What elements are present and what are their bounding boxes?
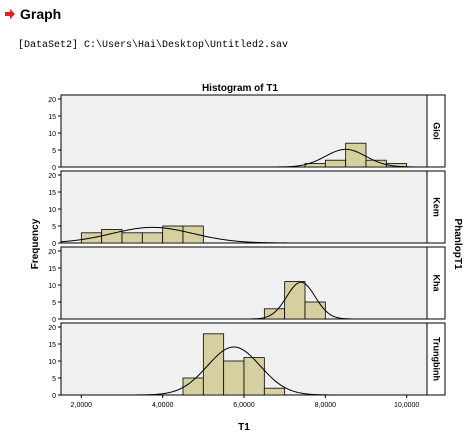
x-tick-label: 4,0000 [152, 402, 174, 409]
panel-background [60, 246, 428, 320]
y-tick-label: 5 [52, 376, 56, 383]
normal-curve [61, 346, 427, 396]
histogram-bar [182, 225, 204, 244]
panel-label: Kem [432, 197, 442, 217]
y-tick-label: 0 [52, 165, 56, 172]
y-tick-label: 10 [48, 359, 56, 366]
panel-strip [426, 246, 446, 320]
panel-kem: Kem 0 5 10 15 20 [48, 170, 446, 248]
histogram-bar [304, 301, 326, 320]
y-tick-label: 10 [48, 283, 56, 290]
histogram-bar [223, 360, 245, 396]
x-tick-label: 6,0000 [233, 402, 255, 409]
x-tick-label: 8,0000 [315, 402, 337, 409]
x-tick-label: 2,0000 [71, 402, 93, 409]
output-title: Graph [20, 6, 62, 22]
chart-title: Histogram of T1 [202, 83, 279, 94]
x-axis-label: T1 [238, 422, 250, 433]
y-tick-label: 0 [52, 241, 56, 248]
y-tick-label: 20 [48, 173, 56, 180]
panels-group: Gioi05101520Kem05101520Kha05101520Trungb… [48, 94, 446, 409]
y-tick-label: 20 [48, 97, 56, 104]
histogram-bar [243, 357, 265, 396]
histogram-bar [324, 159, 347, 168]
panel-strip [426, 94, 446, 168]
y-tick-label: 15 [48, 266, 56, 273]
y-tick-label: 5 [52, 224, 56, 231]
red-arrow-icon [5, 9, 15, 19]
y-axis-label: Frequency [30, 218, 41, 269]
histogram-bar [121, 232, 143, 244]
y-tick-label: 10 [48, 131, 56, 138]
histogram-bar [263, 308, 286, 320]
output-header: Graph [4, 6, 61, 22]
dataset-path: [DataSet2] C:\Users\Hai\Desktop\Untitled… [18, 40, 289, 51]
histogram-bar [202, 333, 225, 396]
panel-label: Trungbinh [432, 337, 442, 381]
normal-curve [60, 226, 427, 244]
normal-curve [61, 281, 427, 320]
panel-kha: Kha 0 5 10 15 20 [48, 246, 446, 324]
panel-background [60, 94, 428, 168]
y-tick-label: 10 [48, 207, 56, 214]
histogram-bar [385, 163, 408, 168]
y-tick-label: 20 [48, 325, 56, 332]
y-tick-label: 5 [52, 148, 56, 155]
x-tick-label: 10,0000 [394, 402, 419, 409]
panel-label: Gioi [432, 122, 442, 140]
histogram-bar [263, 387, 286, 396]
y-tick-label: 0 [52, 317, 56, 324]
y-tick-label: 5 [52, 300, 56, 307]
y-tick-label: 15 [48, 342, 56, 349]
panel-label: Kha [432, 274, 442, 292]
histogram-bar [345, 142, 367, 168]
y-tick-label: 15 [48, 190, 56, 197]
y-tick-label: 20 [48, 249, 56, 256]
y-tick-label: 0 [52, 393, 56, 400]
y-tick-label: 15 [48, 114, 56, 121]
panel-gioi: Gioi 0 5 10 15 20 [48, 94, 446, 172]
normal-curve [61, 148, 427, 168]
panel-variable-label: PhanlopT1 [452, 218, 463, 270]
panel-strip [426, 170, 446, 244]
panel-trungbinh: Trungbinh 0 5 10 15 20 [48, 322, 446, 400]
histogram-bar [284, 281, 306, 320]
panel-strip [426, 322, 446, 396]
histogram-bar [141, 232, 164, 244]
